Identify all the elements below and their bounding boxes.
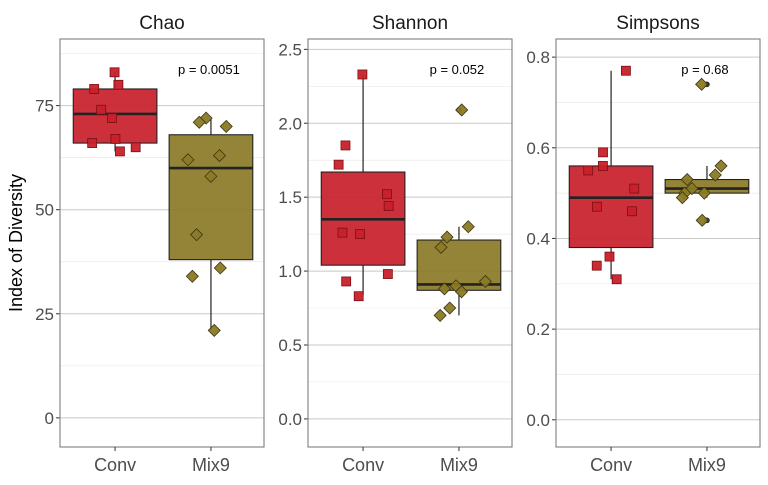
data-point-mix9 [181,153,195,167]
panel-title: Chao [139,13,184,34]
data-point-mix9 [454,285,469,299]
data-point-conv [382,269,393,279]
panel-border [59,38,265,448]
data-point-mix9 [695,77,709,91]
p-value-annotation: p = 0.052 [430,62,485,77]
x-tick-label: Mix9 [440,455,478,475]
data-point-conv [109,67,120,78]
data-point-mix9 [437,282,451,296]
data-point-mix9 [189,228,204,242]
data-point-conv [591,201,602,212]
data-point-mix9 [207,323,221,337]
data-point-mix9 [455,103,469,117]
data-point-conv [382,189,392,200]
y-tick-label: 2.5 [278,40,302,59]
data-point-conv [353,291,364,302]
data-point-mix9 [192,115,206,129]
data-point-conv [627,206,637,217]
x-tick-label: Mix9 [688,455,726,475]
panel-border [555,38,761,448]
data-point-mix9 [714,159,728,173]
y-tick-label: 50 [35,201,54,220]
box-mix9 [168,134,254,261]
p-value-annotation: p = 0.68 [681,62,728,77]
data-point-conv [598,161,608,171]
data-point-conv [340,140,351,151]
data-point-mix9 [695,213,709,227]
panel-chao: 0 25 50 75 p = 0.0051 Chao Conv Mix9 [35,13,265,475]
y-tick-label: 0.4 [526,229,550,248]
data-point-mix9 [434,240,448,255]
panel-title: Simpsons [616,13,699,34]
data-point-conv [96,104,107,115]
data-point-conv [110,134,121,144]
data-point-conv [341,276,352,287]
data-point-conv [333,159,344,170]
y-tick-label: 0.2 [526,320,550,339]
data-point-mix9 [204,169,218,183]
x-tick-label: Conv [590,455,632,475]
data-point-conv [113,79,124,90]
data-point-mix9 [213,261,227,275]
data-point-mix9 [680,172,694,187]
data-point-mix9 [433,308,447,323]
data-point-mix9 [440,230,454,244]
data-point-conv [337,227,348,238]
data-point-conv [604,251,615,262]
y-tick-label: 25 [35,305,54,324]
y-axis-label: Index of Diversity [6,174,26,312]
y-tick-label: 1.0 [278,262,302,281]
data-point-conv [89,84,100,94]
data-point-conv [621,65,631,76]
data-point-conv [357,69,368,80]
data-point-conv [383,201,394,211]
data-point-mix9 [708,168,722,182]
x-tick-label: Conv [94,455,136,475]
data-point-conv [115,146,125,157]
y-tick-label: 0.8 [526,48,550,67]
data-point-conv [583,165,594,176]
data-point-mix9 [697,186,711,200]
panel-shannon: 0.0 0.5 1.0 1.5 2.0 2.5 p = 0.052 Shannon Conv Mi… [278,13,513,475]
data-point-conv [591,260,602,271]
panel-title: Shannon [372,13,448,34]
y-tick-label: 2.0 [278,114,302,133]
data-point-conv [87,138,98,148]
data-point-mix9 [185,269,199,283]
x-tick-label: Mix9 [192,455,230,475]
data-point-conv [611,274,622,285]
data-point-mix9 [212,149,227,163]
panel-simpsons: 0.0 0.2 0.4 0.6 0.8 p = 0.68 Simpsons Conv Mix9 [526,13,761,475]
y-tick-label: 1.5 [278,188,302,207]
data-point-mix9 [478,274,492,289]
data-point-conv [598,147,608,158]
data-point-conv [629,183,640,194]
data-point-mix9 [443,301,457,315]
y-tick-label: 75 [35,97,54,116]
data-point-conv [130,142,141,153]
data-point-mix9 [219,119,233,133]
y-tick-label: 0.0 [278,410,302,429]
data-point-conv [107,113,117,124]
data-point-mix9 [461,220,475,234]
x-tick-label: Conv [342,455,384,475]
y-tick-label: 0.5 [278,336,302,355]
data-point-conv [355,229,365,240]
data-point-mix9 [675,191,689,205]
box-conv [568,165,654,249]
panel-border [307,38,513,448]
y-tick-label: 0 [45,409,54,428]
y-tick-label: 0.6 [526,139,550,158]
y-tick-label: 0.0 [526,411,550,430]
p-value-annotation: p = 0.0051 [178,62,240,77]
